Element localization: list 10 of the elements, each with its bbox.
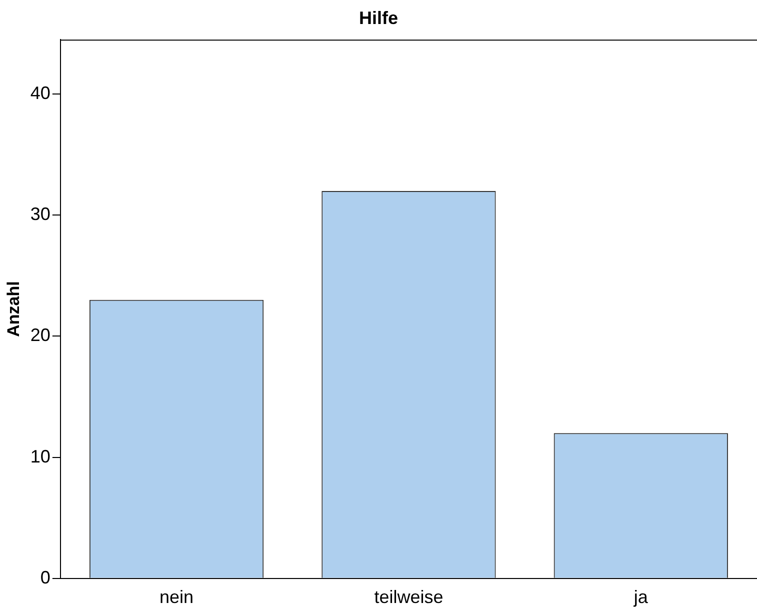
x-tick-label: ja	[632, 587, 649, 608]
y-tick-label: 30	[30, 204, 50, 224]
x-tick-label: nein	[160, 587, 194, 608]
y-axis-title: Anzahl	[4, 281, 23, 337]
y-tick-label: 0	[40, 567, 50, 588]
chart-title: Hilfe	[358, 8, 398, 28]
x-tick-label: teilweise	[374, 587, 444, 608]
y-tick-label: 10	[30, 446, 50, 466]
y-tick-label: 40	[30, 83, 50, 104]
y-tick-label: 20	[30, 325, 50, 346]
